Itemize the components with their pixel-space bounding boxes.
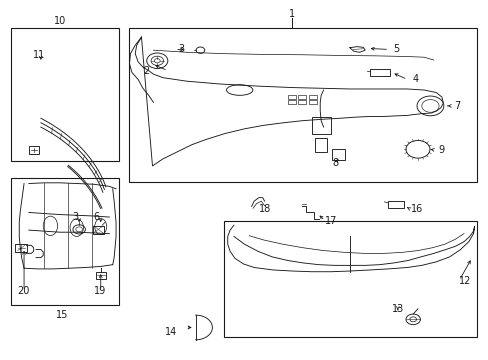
Text: 18: 18 xyxy=(259,204,271,214)
Bar xyxy=(29,146,40,154)
Text: 8: 8 xyxy=(332,158,338,168)
Text: 13: 13 xyxy=(391,304,403,314)
Text: 5: 5 xyxy=(392,45,399,54)
Bar xyxy=(311,117,330,134)
Text: 11: 11 xyxy=(33,50,45,60)
Bar xyxy=(96,272,106,279)
Text: 15: 15 xyxy=(56,310,68,320)
Bar xyxy=(16,243,27,252)
Bar xyxy=(298,100,305,104)
Bar xyxy=(128,28,476,182)
Bar xyxy=(369,69,389,76)
Bar xyxy=(11,178,119,305)
Text: 1: 1 xyxy=(289,9,295,19)
Text: 9: 9 xyxy=(438,145,444,155)
Text: 4: 4 xyxy=(411,75,418,85)
Bar xyxy=(11,28,119,161)
Text: 10: 10 xyxy=(54,16,66,26)
Text: 14: 14 xyxy=(165,327,177,337)
Bar xyxy=(387,201,403,208)
Text: 17: 17 xyxy=(325,216,337,226)
Bar xyxy=(287,100,295,104)
Bar xyxy=(315,138,327,152)
Bar xyxy=(298,95,305,99)
Bar xyxy=(224,221,476,337)
Text: 2: 2 xyxy=(143,66,149,76)
Bar xyxy=(308,100,316,104)
Text: 6: 6 xyxy=(94,212,100,222)
Text: 20: 20 xyxy=(17,286,29,296)
Text: 12: 12 xyxy=(458,275,470,285)
Text: 7: 7 xyxy=(453,101,460,111)
Bar xyxy=(331,149,345,159)
Bar xyxy=(308,95,316,99)
Text: 3: 3 xyxy=(73,212,79,222)
Text: 16: 16 xyxy=(410,204,423,214)
Bar xyxy=(92,226,104,234)
Text: 19: 19 xyxy=(94,286,106,296)
Bar xyxy=(287,95,295,99)
Text: 3: 3 xyxy=(178,45,184,54)
